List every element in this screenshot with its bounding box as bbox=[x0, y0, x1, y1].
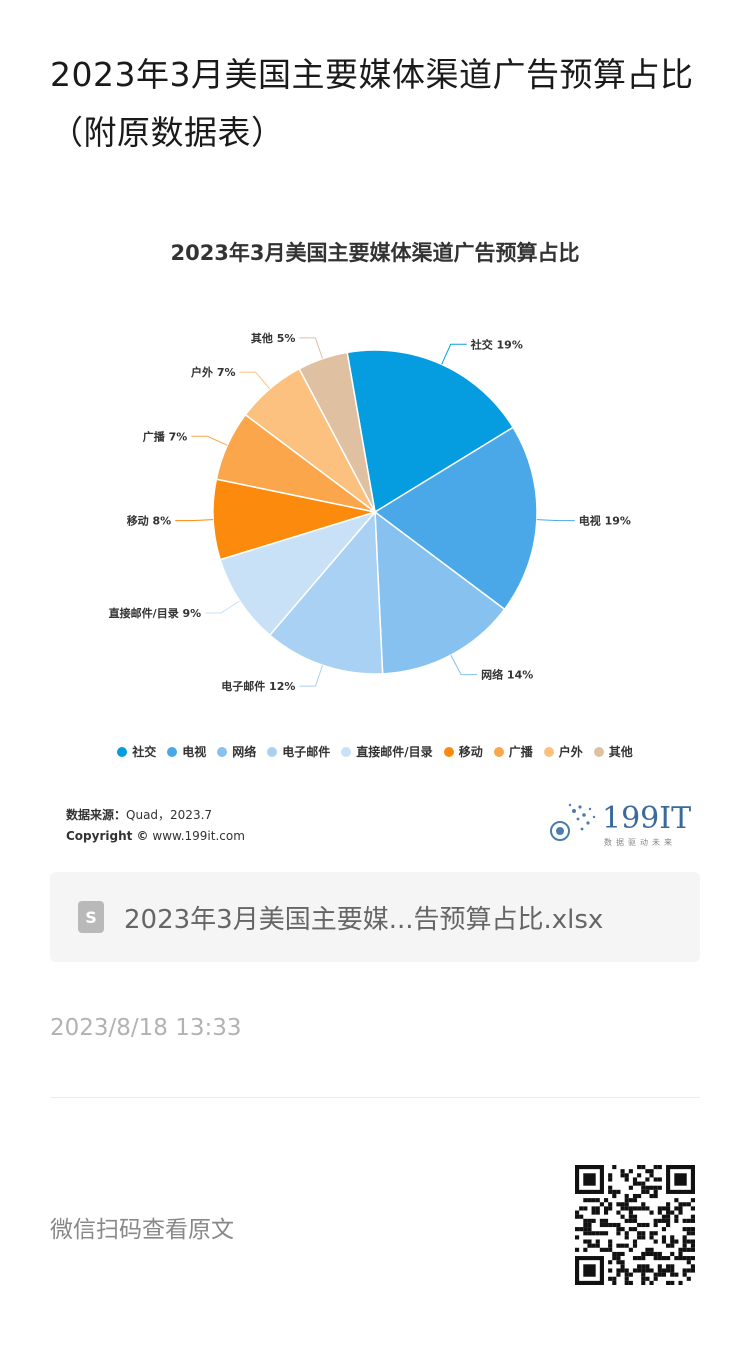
leader-line-4 bbox=[299, 665, 323, 687]
data-label-9: 其他 5% bbox=[251, 331, 296, 345]
legend-item-1: 社交 bbox=[117, 743, 156, 760]
spreadsheet-file-icon: S bbox=[78, 901, 104, 933]
pie-slice-1 bbox=[346, 349, 515, 514]
copyright-text: www.199it.com bbox=[152, 829, 245, 843]
legend-dot bbox=[543, 746, 554, 757]
legend-label: 广播 bbox=[508, 745, 533, 759]
divider bbox=[50, 1097, 700, 1098]
pie-slice-5 bbox=[219, 510, 378, 637]
legend-label: 网络 bbox=[232, 745, 257, 759]
legend-dot bbox=[117, 746, 128, 757]
data-label-8: 户外 7% bbox=[191, 365, 236, 379]
legend-item-8: 户外 bbox=[543, 743, 583, 760]
pie-slice-2 bbox=[373, 426, 538, 611]
legend-dot bbox=[593, 746, 604, 757]
leader-line-1 bbox=[441, 343, 467, 365]
leader-line-3 bbox=[450, 654, 478, 676]
data-label-2: 电视 19% bbox=[579, 514, 631, 528]
legend-label: 户外 bbox=[558, 745, 583, 759]
data-label-3: 网络 14% bbox=[481, 668, 533, 682]
leader-line-9 bbox=[299, 337, 323, 359]
leader-line-2 bbox=[536, 519, 575, 522]
copyright-label: Copyright © bbox=[66, 829, 149, 843]
legend-dot bbox=[217, 746, 228, 757]
source-text: Quad，2023.7 bbox=[126, 808, 213, 822]
legend-dot bbox=[341, 746, 352, 757]
leader-line-6 bbox=[175, 519, 214, 522]
leader-line-7 bbox=[191, 435, 228, 446]
legend-item-7: 广播 bbox=[493, 743, 533, 760]
legend-item-3: 网络 bbox=[217, 743, 256, 760]
legend-label: 直接邮件/目录 bbox=[356, 745, 433, 759]
legend-item-4: 电子邮件 bbox=[267, 743, 330, 760]
brand-tagline: 数据驱动未来 bbox=[604, 838, 676, 847]
publish-date: 2023/8/18 13:33 bbox=[50, 1015, 242, 1041]
legend-item-2: 电视 bbox=[167, 743, 206, 760]
legend-label: 社交 bbox=[132, 745, 157, 759]
chart-title: 2023年3月美国主要媒体渠道广告预算占比 bbox=[170, 241, 580, 265]
data-label-6: 移动 8% bbox=[127, 514, 172, 528]
legend-dot bbox=[267, 746, 278, 757]
legend-item-6: 移动 bbox=[443, 743, 483, 760]
file-name: 2023年3月美国主要媒...告预算占比.xlsx bbox=[124, 904, 604, 935]
data-source: 数据来源：Quad，2023.7 Copyright © www.199it.c… bbox=[66, 805, 245, 847]
data-label-5: 直接邮件/目录 9% bbox=[109, 606, 202, 620]
data-label-1: 社交 19% bbox=[470, 337, 523, 351]
legend-item-5: 直接邮件/目录 bbox=[341, 743, 433, 760]
pie-slice-9 bbox=[298, 351, 376, 513]
article-title: 2023年3月美国主要媒体渠道广告预算占比（附原数据表） bbox=[50, 55, 694, 152]
legend-dot bbox=[443, 746, 454, 757]
data-label-4: 电子邮件 12% bbox=[221, 679, 295, 693]
chart-image: 2023年3月美国主要媒体渠道广告预算占比 社交 19% 电视 19% 网络 14%… bbox=[50, 215, 700, 855]
legend-item-9: 其他 bbox=[593, 743, 633, 760]
legend-label: 电视 bbox=[182, 745, 207, 759]
chart-legend: 社交 电视 网络 电子邮件 直接邮件/目录 移动 广播 户外 其他 bbox=[50, 743, 700, 760]
pie-chart: 社交 19% 电视 19% 网络 14% 电子邮件 12% 直接邮件/目录 9% 移动 8… bbox=[109, 331, 631, 693]
leader-line-5 bbox=[205, 600, 240, 614]
legend-label: 其他 bbox=[608, 745, 633, 759]
legend-dot bbox=[493, 746, 504, 757]
legend-dot bbox=[167, 746, 178, 757]
leader-line-8 bbox=[239, 371, 271, 390]
data-label-7: 广播 7% bbox=[143, 429, 188, 443]
brand-logo: 199IT 数据驱动未来 bbox=[550, 799, 692, 849]
attachment-file[interactable]: S 2023年3月美国主要媒...告预算占比.xlsx bbox=[50, 872, 700, 962]
brand-logo-icon bbox=[550, 803, 596, 841]
brand-name: 199IT bbox=[602, 801, 692, 836]
pie-slice-3 bbox=[374, 510, 506, 675]
legend-label: 移动 bbox=[458, 745, 483, 759]
source-label: 数据来源： bbox=[66, 808, 127, 822]
scan-to-read-original: 微信扫码查看原文 bbox=[50, 1217, 234, 1243]
legend-label: 电子邮件 bbox=[282, 745, 331, 759]
qr-code-icon[interactable] bbox=[575, 1165, 695, 1285]
